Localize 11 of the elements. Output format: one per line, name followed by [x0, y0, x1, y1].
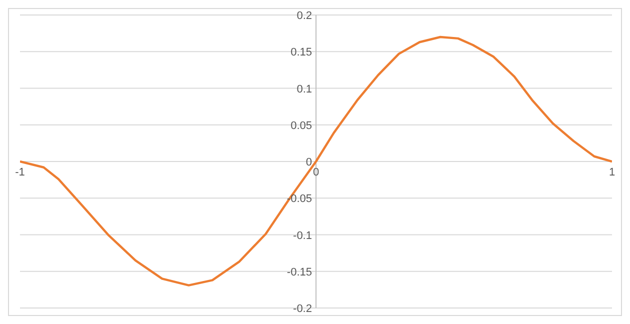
x-tick-label: 1 [608, 166, 616, 178]
y-tick-label: 0.1 [296, 83, 312, 96]
x-tick-label: 0 [312, 166, 320, 178]
y-tick-label: -0.15 [286, 266, 312, 278]
y-tick-label: -0.1 [293, 230, 312, 242]
y-tick-label: -0.2 [293, 303, 312, 315]
y-tick-label: 0.15 [290, 46, 312, 59]
y-tick-label: 0.05 [290, 120, 312, 132]
y-tick-label: 0 [306, 156, 312, 168]
x-tick-label: -1 [15, 166, 25, 178]
y-tick-label: 0.2 [296, 10, 312, 22]
